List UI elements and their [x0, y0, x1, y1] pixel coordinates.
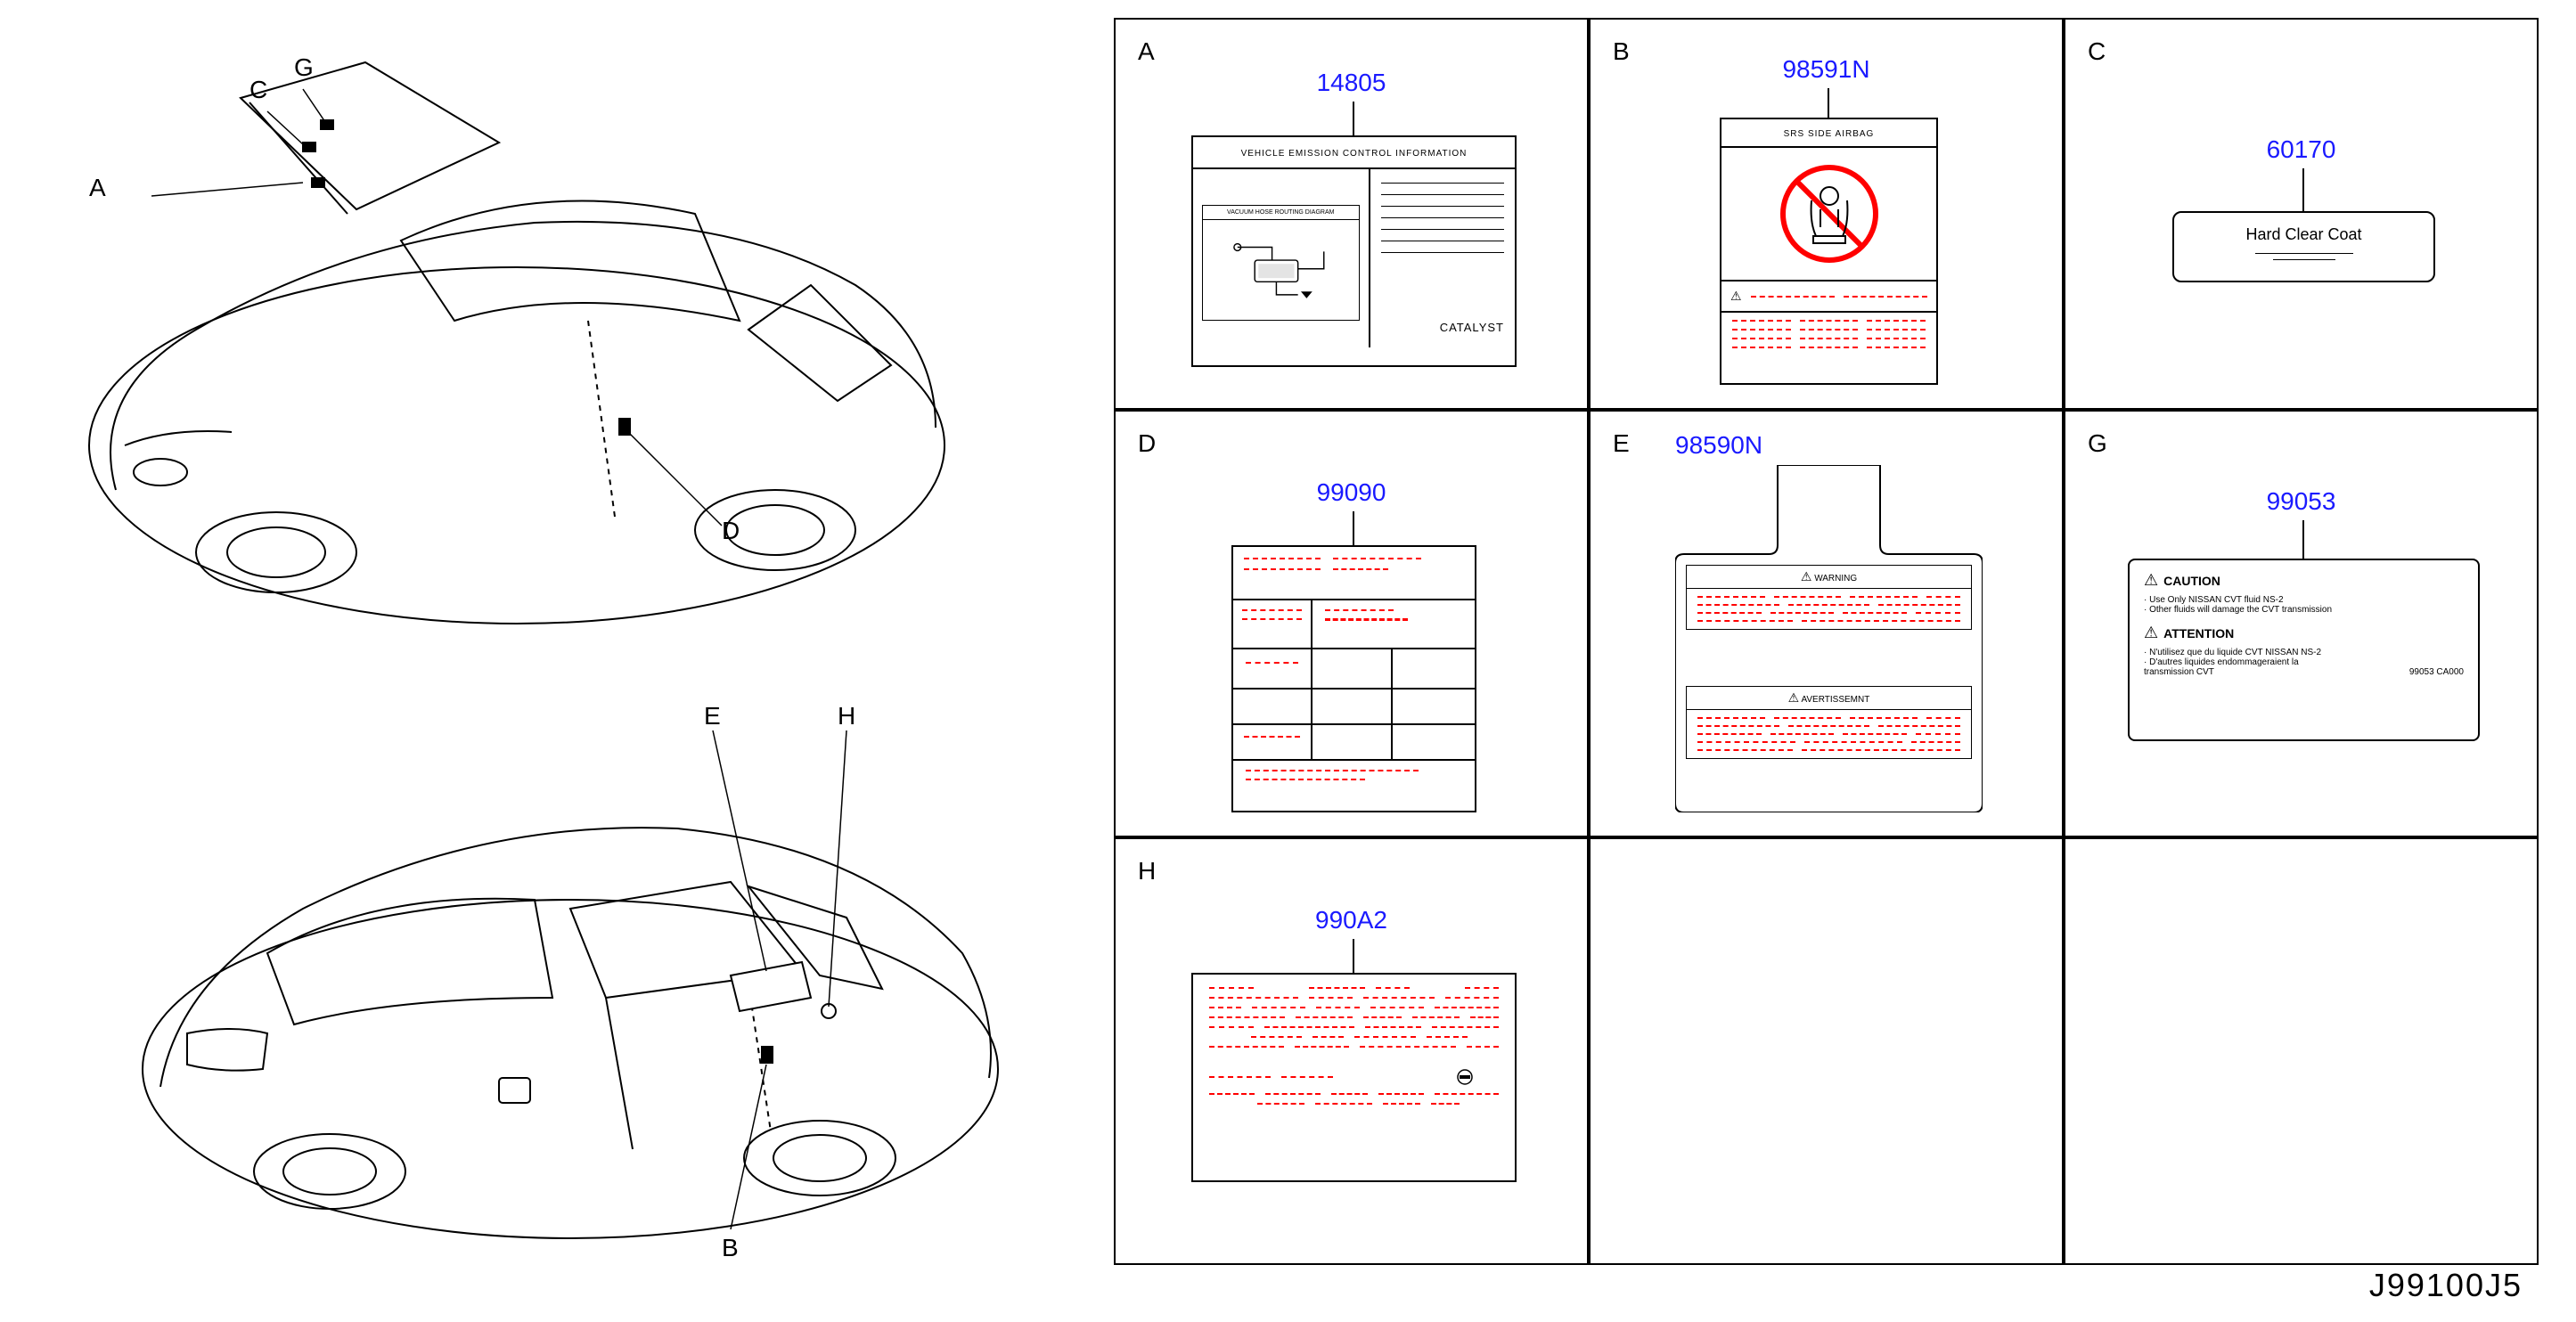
pointer-b: B: [722, 1234, 739, 1262]
cell-empty-2: [2064, 837, 2539, 1265]
pointer-d: D: [722, 517, 740, 545]
right-panel: A 14805 VEHICLE EMISSION CONTROL INFORMA…: [1114, 18, 2539, 1265]
srs-title: SRS SIDE AIRBAG: [1784, 129, 1875, 139]
attention-heading: ATTENTION: [2163, 626, 2234, 641]
caution-line2: · Other fluids will damage the CVT trans…: [2144, 605, 2464, 615]
pointer-g: G: [294, 53, 314, 82]
attention-triangle-icon: ⚠: [2144, 624, 2158, 642]
warning-icon: ⚠: [1801, 569, 1812, 584]
part-code-text: 99053 CA000: [2409, 667, 2464, 677]
pointer-c: C: [249, 76, 267, 104]
emission-title: VEHICLE EMISSION CONTROL INFORMATION: [1241, 149, 1468, 159]
tire-placard: [1231, 545, 1476, 812]
left-panel: A C G D: [0, 0, 1096, 1322]
warning-triangle-icon: ⚠: [1730, 289, 1742, 304]
diagram-code: J99100J5: [2369, 1267, 2523, 1304]
logo-icon: [1457, 1069, 1473, 1085]
part-99090[interactable]: 99090: [1116, 478, 1587, 507]
pointer-e: E: [704, 702, 721, 730]
pointer-h: H: [838, 702, 855, 730]
catalyst-text: CATALYST: [1381, 321, 1504, 334]
car-bottom-illustration: [107, 677, 1043, 1274]
attention-line2: · D'autres liquides endommageraient la: [2144, 657, 2464, 667]
cell-g-letter: G: [2088, 429, 2107, 458]
attention-line1: · N'utilisez que du liquide CVT NISSAN N…: [2144, 648, 2464, 657]
cell-d-letter: D: [1138, 429, 1156, 458]
cvt-caution-label: ⚠ CAUTION · Use Only NISSAN CVT fluid NS…: [2128, 559, 2480, 741]
cell-g: G 99053 ⚠ CAUTION · Use Only NISSAN CVT …: [2064, 410, 2539, 837]
part-98591n[interactable]: 98591N: [1591, 55, 2062, 84]
part-990a2[interactable]: 990A2: [1116, 906, 1587, 934]
part-14805[interactable]: 14805: [1116, 69, 1587, 97]
cell-h-letter: H: [1138, 857, 1156, 885]
cell-b: B 98591N SRS SIDE AIRBAG: [1589, 18, 2064, 410]
caution-line1: · Use Only NISSAN CVT fluid NS-2: [2144, 595, 2464, 605]
srs-label: SRS SIDE AIRBAG: [1720, 118, 1938, 385]
part-60170[interactable]: 60170: [2065, 135, 2537, 164]
cell-h: H 990A2: [1114, 837, 1589, 1265]
airbag-warning-label: ⚠ WARNING ⚠ AVERTISSEMNT: [1675, 465, 1983, 812]
clear-coat-label: Hard Clear Coat: [2172, 211, 2435, 282]
cell-d: D 99090: [1114, 410, 1589, 837]
clear-coat-text: Hard Clear Coat: [2245, 225, 2361, 243]
warning-text: WARNING: [1814, 574, 1857, 583]
cell-a: A 14805 VEHICLE EMISSION CONTROL INFORMA…: [1114, 18, 1589, 410]
no-child-seat-icon: [1776, 160, 1883, 267]
cell-a-letter: A: [1138, 37, 1155, 66]
caution-heading: CAUTION: [2163, 574, 2220, 588]
avert-icon: ⚠: [1788, 690, 1800, 706]
emission-label: VEHICLE EMISSION CONTROL INFORMATION VAC…: [1191, 135, 1517, 367]
cell-empty-1: [1589, 837, 2064, 1265]
cell-c-letter: C: [2088, 37, 2106, 66]
main-container: A C G D: [0, 0, 2576, 1322]
avert-text: AVERTISSEMNT: [1801, 695, 1869, 705]
info-label-h: [1191, 973, 1517, 1182]
caution-triangle-icon: ⚠: [2144, 571, 2158, 590]
car-top-illustration: [36, 36, 1016, 659]
cell-e: E 98590N ⚠ WARNING: [1589, 410, 2064, 837]
cell-e-letter: E: [1613, 429, 1630, 458]
cell-c: C 60170 Hard Clear Coat: [2064, 18, 2539, 410]
pointer-a: A: [89, 174, 106, 202]
vacuum-label: VACUUM HOSE ROUTING DIAGRAM: [1203, 206, 1359, 220]
part-99053[interactable]: 99053: [2065, 487, 2537, 516]
attention-line3: transmission CVT: [2144, 667, 2214, 677]
part-98590n[interactable]: 98590N: [1675, 431, 1762, 460]
